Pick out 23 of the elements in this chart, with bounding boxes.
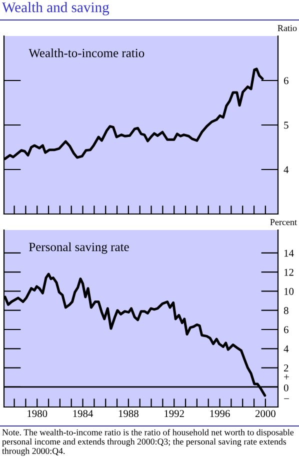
y-tick-label: 12 bbox=[284, 268, 294, 276]
x-tick-label: 1992 bbox=[164, 410, 184, 418]
y-tick-label: 6 bbox=[284, 326, 288, 334]
y-tick-label: 6 bbox=[284, 77, 288, 84]
legend-label: Personal saving rate bbox=[29, 242, 129, 254]
x-tick-label: 2000 bbox=[255, 410, 276, 418]
y-tick-label: 5 bbox=[284, 122, 288, 129]
x-tick-label: 1980 bbox=[28, 410, 48, 418]
x-tick-label: 1984 bbox=[73, 410, 94, 418]
y-tick-label: 14 bbox=[284, 250, 294, 257]
chart-title: Wealth and saving bbox=[2, 2, 110, 16]
y-tick-label: 8 bbox=[284, 307, 288, 314]
y-tick-label: 2 bbox=[284, 364, 288, 372]
x-tick-label: 1988 bbox=[118, 410, 138, 418]
y-tick-label: 4 bbox=[284, 345, 289, 352]
y-tick-label: 10 bbox=[284, 288, 294, 295]
y-axis-title: Percent bbox=[270, 219, 297, 226]
y-tick-label: + 0 − bbox=[284, 374, 289, 399]
text: Wealth-to-income ratio bbox=[28, 48, 144, 58]
y-tick-label: 4 bbox=[284, 166, 289, 174]
x-tick-label: 1996 bbox=[210, 410, 230, 418]
text: Note. The wealth-to-income ratio is the ratio of household net worth to disposable personal income and extends through 2000:Q3; the personal saving rate extends through 2000:Q4. bbox=[2, 429, 294, 456]
y-axis-title: Ratio bbox=[278, 25, 297, 32]
